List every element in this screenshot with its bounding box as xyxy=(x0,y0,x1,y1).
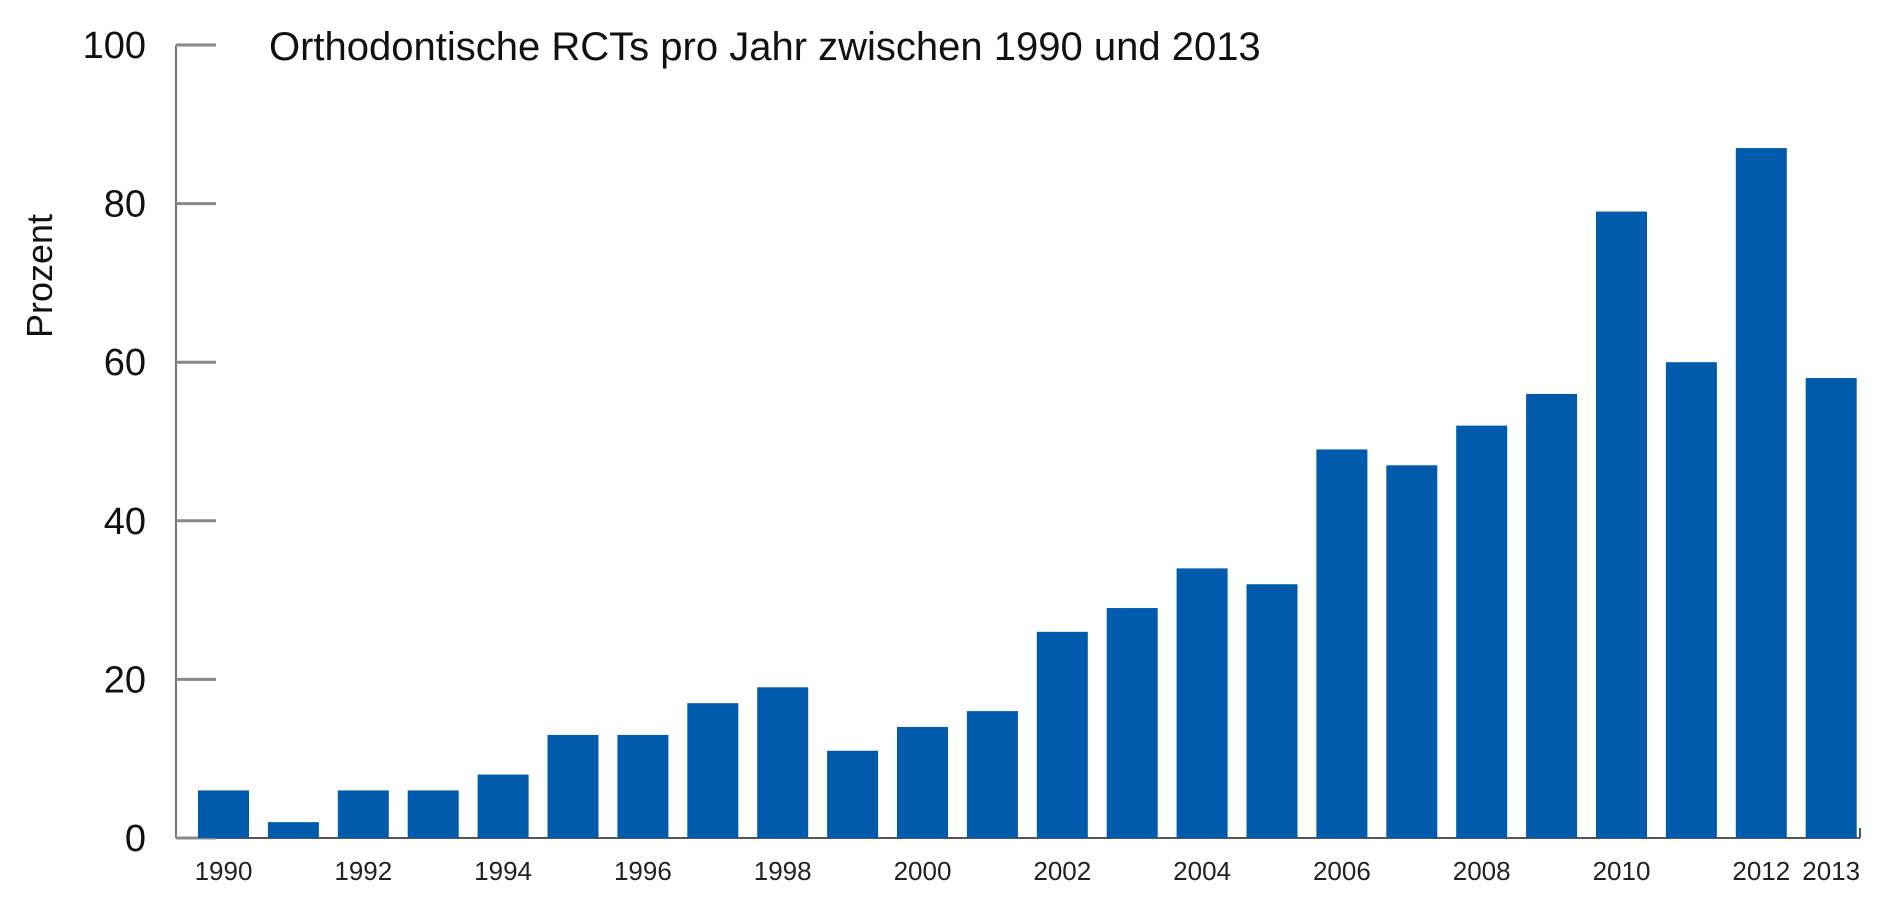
bar-2008 xyxy=(1456,425,1508,838)
x-tick-label: 1992 xyxy=(334,856,392,886)
bar-1993 xyxy=(407,790,459,838)
x-tick-label: 2010 xyxy=(1593,856,1651,886)
x-tick-label: 2002 xyxy=(1033,856,1091,886)
x-tick-label: 2012 xyxy=(1732,856,1790,886)
x-tick-label: 1994 xyxy=(474,856,532,886)
bar-2004 xyxy=(1176,568,1228,838)
bar-2009 xyxy=(1526,393,1578,838)
y-tick-label: 60 xyxy=(104,342,146,384)
x-tick-label: 2006 xyxy=(1313,856,1371,886)
y-axis-label: Prozent xyxy=(19,214,60,338)
bar-2010 xyxy=(1596,211,1647,838)
bar-2007 xyxy=(1386,465,1438,838)
bar-1991 xyxy=(267,822,319,838)
bar-2003 xyxy=(1106,608,1158,838)
x-tick-label: 2013 xyxy=(1802,856,1860,886)
bar-1992 xyxy=(337,790,389,838)
bar-1990 xyxy=(198,790,249,838)
y-tick-label: 40 xyxy=(104,501,146,543)
bar-1997 xyxy=(687,703,739,838)
y-tick-label: 100 xyxy=(83,25,146,67)
x-tick-label: 2004 xyxy=(1173,856,1231,886)
bar-1994 xyxy=(477,774,529,838)
bar-1995 xyxy=(547,734,599,838)
bar-1999 xyxy=(827,750,879,838)
bar-2012 xyxy=(1735,148,1787,839)
bar-2013 xyxy=(1805,378,1857,838)
bar-2011 xyxy=(1665,362,1717,838)
x-tick-label: 1998 xyxy=(754,856,812,886)
bar-2000 xyxy=(897,726,948,838)
bar-2002 xyxy=(1036,631,1088,838)
y-tick-label: 20 xyxy=(104,659,146,701)
x-tick-label: 2008 xyxy=(1453,856,1511,886)
x-tick-label: 2000 xyxy=(894,856,952,886)
y-tick-label: 80 xyxy=(104,184,146,226)
bar-1998 xyxy=(757,687,809,838)
bar-2001 xyxy=(966,711,1018,838)
x-tick-label: 1990 xyxy=(195,856,253,886)
bar-2005 xyxy=(1246,584,1298,838)
bar-2006 xyxy=(1316,449,1368,838)
y-tick-label: 0 xyxy=(125,818,146,860)
bar-1996 xyxy=(617,734,669,838)
chart-title: Orthodontische RCTs pro Jahr zwischen 19… xyxy=(269,25,1261,69)
x-tick-label: 1996 xyxy=(614,856,672,886)
